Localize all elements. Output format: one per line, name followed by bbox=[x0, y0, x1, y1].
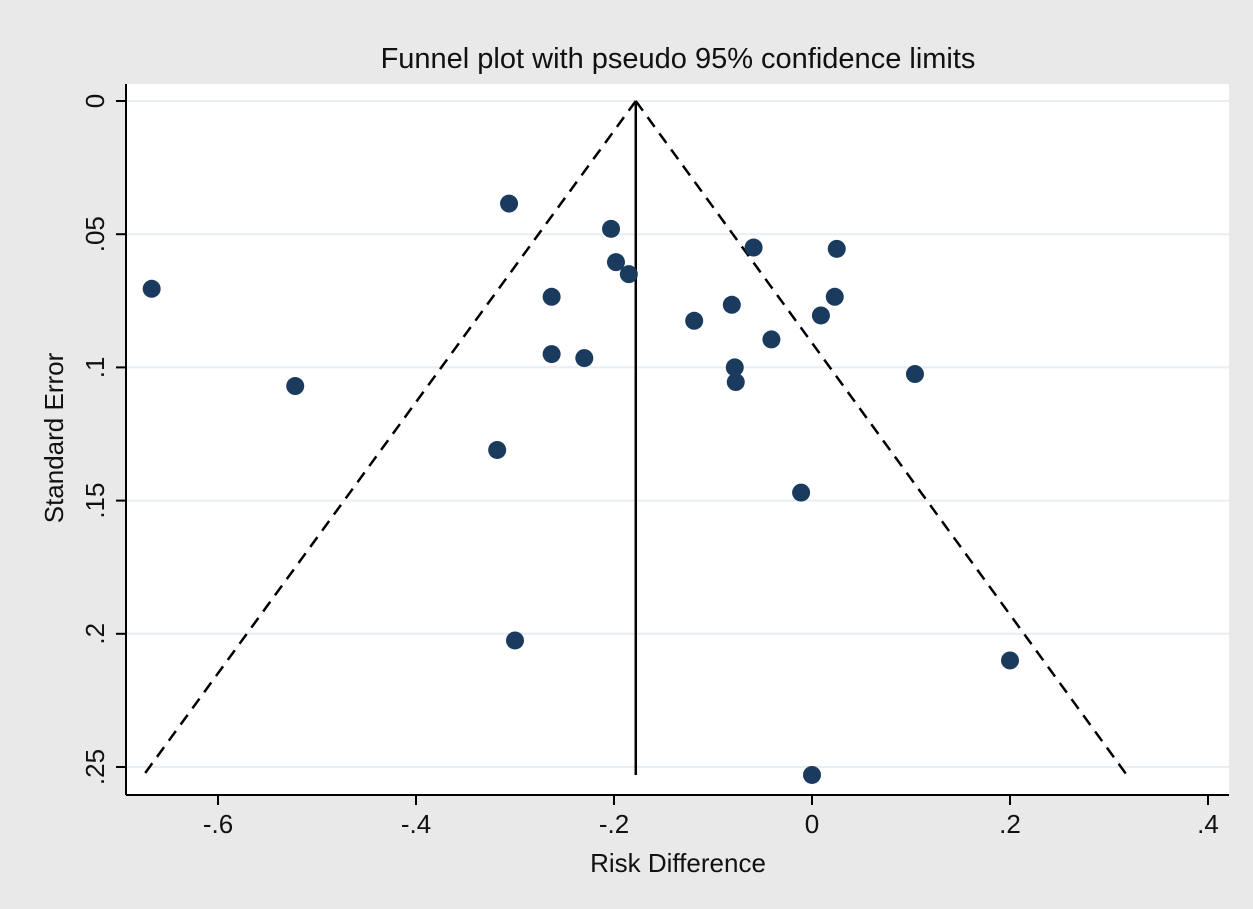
x-tick-label-0: -.6 bbox=[203, 809, 233, 839]
data-point-21 bbox=[827, 239, 846, 258]
data-point-13 bbox=[725, 358, 744, 377]
data-point-18 bbox=[803, 765, 821, 784]
y-tick-label-5: .25 bbox=[80, 749, 110, 785]
data-point-2 bbox=[500, 194, 519, 213]
data-point-1 bbox=[286, 377, 305, 396]
data-point-3 bbox=[488, 440, 507, 459]
y-tick-label-4: .2 bbox=[80, 623, 110, 645]
data-point-10 bbox=[619, 265, 638, 284]
data-points bbox=[142, 194, 1019, 784]
data-point-8 bbox=[602, 219, 621, 238]
y-tick-label-0: 0 bbox=[80, 94, 110, 108]
grid-lines bbox=[126, 100, 1229, 768]
data-point-6 bbox=[542, 345, 561, 364]
data-point-19 bbox=[811, 306, 830, 325]
x-tick-label-3: 0 bbox=[805, 809, 819, 839]
data-point-17 bbox=[792, 483, 811, 502]
x-tick-label-1: -.4 bbox=[401, 809, 431, 839]
data-point-23 bbox=[1001, 651, 1019, 670]
data-point-14 bbox=[726, 373, 745, 392]
data-point-5 bbox=[542, 287, 561, 306]
funnel-lines bbox=[142, 100, 1128, 776]
data-point-15 bbox=[744, 238, 763, 257]
data-point-11 bbox=[685, 311, 704, 330]
y-axis-title: Standard Error bbox=[39, 352, 69, 523]
data-point-9 bbox=[606, 253, 625, 272]
data-point-0 bbox=[142, 279, 161, 298]
data-point-16 bbox=[762, 330, 781, 349]
data-point-22 bbox=[905, 365, 924, 384]
x-tick-label-4: .2 bbox=[999, 809, 1021, 839]
axes: -.6 -.4 -.2 0 .2 .4 0 .05 .1 .15 .2 .25 bbox=[80, 84, 1229, 839]
y-tick-label-3: .15 bbox=[80, 483, 110, 519]
data-point-20 bbox=[825, 287, 844, 306]
x-tick-label-2: -.2 bbox=[599, 809, 629, 839]
data-point-7 bbox=[575, 349, 594, 368]
x-axis-title: Risk Difference bbox=[590, 848, 766, 878]
chart-title: Funnel plot with pseudo 95% confidence l… bbox=[381, 43, 976, 75]
plot-area bbox=[126, 84, 1229, 795]
y-tick-label-2: .1 bbox=[80, 357, 110, 379]
y-tick-label-1: .05 bbox=[80, 216, 110, 252]
data-point-4 bbox=[506, 631, 524, 650]
x-tick-label-5: .4 bbox=[1197, 809, 1219, 839]
data-point-12 bbox=[722, 295, 741, 314]
